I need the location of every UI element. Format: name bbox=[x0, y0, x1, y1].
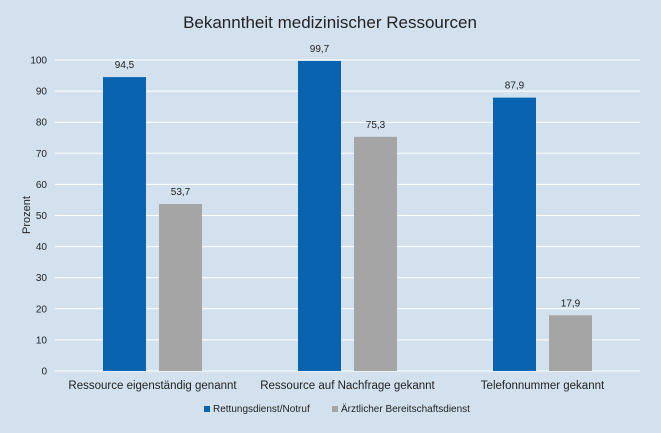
legend-swatch bbox=[332, 406, 338, 412]
bars bbox=[103, 60, 592, 372]
gridlines bbox=[55, 59, 640, 372]
bar bbox=[549, 315, 592, 371]
y-tick-label: 90 bbox=[36, 87, 48, 98]
legend-swatch bbox=[204, 406, 210, 412]
y-tick-label: 100 bbox=[30, 56, 47, 67]
y-axis-label: Prozent bbox=[21, 196, 33, 234]
legend-label: Rettungsdienst/Notruf bbox=[213, 404, 310, 415]
bar bbox=[493, 97, 536, 372]
y-tick-label: 30 bbox=[36, 273, 48, 284]
y-tick-label: 20 bbox=[36, 304, 48, 315]
bar bbox=[159, 203, 202, 371]
category-label: Ressource eigenständig genannt bbox=[68, 380, 237, 392]
legend-label: Ärztlicher Bereitschaftsdienst bbox=[341, 403, 470, 415]
y-tick-labels: 0 10 20 30 40 50 60 70 80 90 100 bbox=[30, 56, 47, 378]
y-tick-label: 10 bbox=[36, 335, 48, 346]
data-label: 53,7 bbox=[171, 187, 191, 198]
data-label: 87,9 bbox=[505, 81, 525, 92]
data-label: 75,3 bbox=[366, 120, 386, 131]
legend: Rettungsdienst/Notruf Ärztlicher Bereitsc… bbox=[204, 403, 470, 415]
y-tick-label: 0 bbox=[41, 367, 47, 378]
chart-title: Bekanntheit medizinischer Ressourcen bbox=[183, 13, 477, 32]
bar bbox=[103, 77, 146, 371]
y-tick-label: 40 bbox=[36, 242, 48, 253]
bar bbox=[298, 60, 341, 372]
y-tick-label: 70 bbox=[36, 149, 48, 160]
y-tick-label: 80 bbox=[36, 118, 48, 129]
data-label: 17,9 bbox=[561, 298, 581, 309]
y-tick-label: 50 bbox=[36, 211, 48, 222]
category-labels: Ressource eigenständig genannt Ressource … bbox=[68, 380, 605, 392]
data-label: 99,7 bbox=[310, 44, 330, 55]
category-label: Telefonnummer gekannt bbox=[481, 380, 605, 392]
category-label: Ressource auf Nachfrage gekannt bbox=[260, 380, 435, 392]
y-tick-label: 60 bbox=[36, 180, 48, 191]
bar bbox=[354, 136, 397, 371]
data-labels: 94,5 53,7 99,7 75,3 87,9 17,9 bbox=[115, 44, 581, 309]
data-label: 94,5 bbox=[115, 60, 135, 71]
